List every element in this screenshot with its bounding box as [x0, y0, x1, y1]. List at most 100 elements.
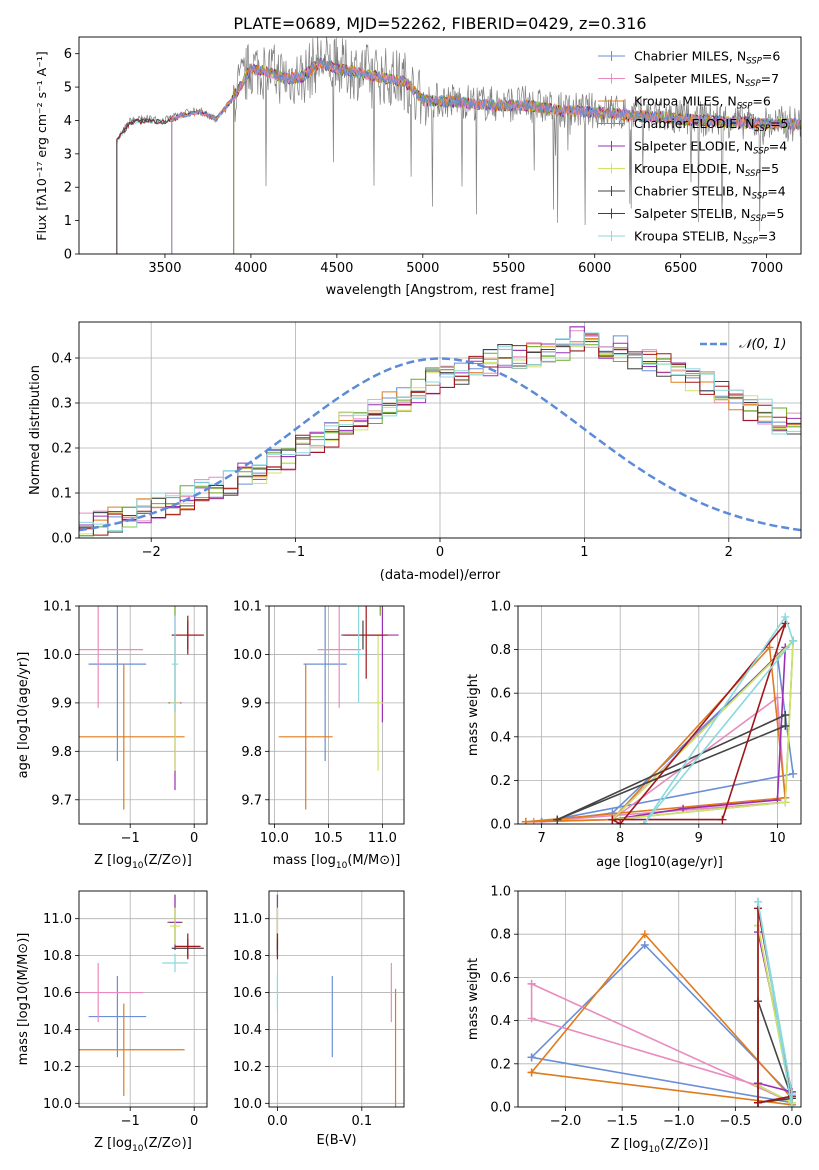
x-tick-label: 0: [190, 1114, 198, 1129]
y-tick-label: 2: [64, 181, 72, 196]
y-tick-label: 10.2: [43, 1060, 72, 1075]
weight-marker: [616, 820, 625, 824]
x-axis-label: E(B-V): [316, 1133, 356, 1148]
weight-marker: [608, 815, 617, 824]
x-axis-label: age [log10(age/yr)]: [596, 855, 723, 870]
x-tick-label: 0.1: [351, 1114, 372, 1129]
weight-marker: [781, 721, 790, 730]
y-tick-label: 0: [64, 248, 72, 263]
histogram-step-line: [79, 332, 801, 532]
weight-marker: [527, 1068, 536, 1077]
plot-area: [518, 891, 801, 1107]
axes-frame: [78, 36, 802, 255]
y-tick-label: 10.1: [43, 600, 72, 615]
y-tick-label: 0.0: [51, 532, 72, 547]
legend-entry: Salpeter MILES, NSSP=7: [634, 71, 779, 89]
x-tick-label: −1: [121, 831, 140, 846]
weight-line: [611, 638, 794, 821]
y-axis-label: mass [log10(M/M⊙)]: [16, 933, 31, 1066]
legend-entry: 𝒩(0, 1): [739, 337, 786, 352]
panel-mass-age: 10.0 10.5 11.0 9.7 9.8 9.9 10.0 10.1 mass [log10…: [233, 600, 405, 871]
y-tick-label: 0.0: [490, 818, 511, 833]
model-fit-line: [233, 57, 801, 254]
x-tick-label: 11.0: [368, 831, 397, 846]
weight-marker: [781, 711, 790, 719]
x-axis-label: mass [log10(M/M⊙)]: [273, 853, 401, 871]
y-tick-label: 6: [64, 47, 72, 62]
weight-marker: [787, 1103, 796, 1107]
weight-marker: [787, 1090, 796, 1099]
y-tick-label: 10.2: [233, 1060, 262, 1075]
y-tick-label: 0.4: [490, 730, 511, 745]
weight-marker: [718, 815, 727, 824]
x-tick-label: −2.0: [550, 1114, 582, 1129]
gaussian-curve: [79, 357, 801, 532]
y-axis-label: mass weight: [466, 958, 481, 1040]
y-tick-label: 0.2: [490, 1057, 511, 1072]
x-tick-label: 10.0: [260, 831, 289, 846]
x-tick-label: −1.5: [606, 1114, 638, 1129]
x-tick-label: 0: [436, 545, 444, 560]
panel-residuals: −2 −1 0 1 2 0.0 0.1 0.2 0.3 0.4 𝒩(0, 1) (data-model…: [28, 321, 802, 583]
y-tick-label: 9.8: [241, 745, 262, 760]
x-tick-label: −1: [286, 545, 305, 560]
legend-entry: Kroupa MILES, NSSP=6: [634, 94, 771, 112]
x-tick-label: 0.0: [782, 1114, 803, 1129]
panel-z-age: −1 0 9.7 9.8 9.9 10.0 10.1 Z [log10(Z/Z⊙)] age […: [16, 600, 208, 871]
y-tick-label: 10.0: [43, 1097, 72, 1112]
x-tick-label: −1: [121, 1114, 140, 1129]
x-tick-label: 0.0: [267, 1114, 288, 1129]
y-tick-label: 10.4: [43, 1023, 72, 1038]
x-tick-label: 3500: [148, 261, 181, 276]
panel-spectrum: 3500 4000 4500 5000 5500 6000 6500 7000 0 1 2 3 4 5 6 C…: [34, 36, 802, 298]
y-tick-label: 10.4: [233, 1023, 262, 1038]
plot-area: [269, 891, 404, 1107]
x-axis-label: (data-model)/error: [380, 568, 501, 583]
y-tick-label: 0.6: [490, 971, 511, 986]
x-tick-label: 4000: [234, 261, 267, 276]
axes-frame: [78, 321, 802, 539]
y-tick-label: 9.9: [51, 696, 72, 711]
y-tick-label: 0.8: [490, 643, 511, 658]
y-tick-label: 9.8: [51, 745, 72, 760]
legend-entry: Kroupa ELODIE, NSSP=5: [634, 161, 779, 179]
weight-marker: [789, 769, 798, 778]
y-tick-label: 10.0: [43, 648, 72, 663]
y-tick-label: 9.7: [241, 793, 262, 808]
y-tick-label: 5: [64, 81, 72, 96]
data-spectrum-line: [116, 37, 801, 232]
weight-line: [556, 713, 787, 821]
spectrum-legend: Chabrier MILES, NSSP=6 Salpeter MILES, NS…: [598, 49, 789, 247]
model-fit-line: [171, 58, 801, 254]
x-tick-label: 6500: [664, 261, 697, 276]
weight-marker: [640, 930, 649, 939]
x-tick-label: 4500: [320, 261, 353, 276]
histogram-step-line: [79, 339, 801, 536]
y-tick-label: 0.4: [490, 1014, 511, 1029]
weight-marker: [789, 636, 798, 645]
y-tick-label: 0.0: [490, 1101, 511, 1116]
weight-marker: [527, 979, 536, 988]
x-tick-label: −0.5: [720, 1114, 752, 1129]
weight-marker: [553, 815, 562, 824]
y-tick-label: 1.0: [490, 885, 511, 900]
x-tick-label: 5500: [492, 261, 525, 276]
weight-line: [757, 901, 793, 1107]
plot-area: [79, 891, 207, 1107]
x-tick-label: 10: [769, 831, 786, 846]
y-tick-label: 10.0: [233, 1097, 262, 1112]
legend-entry: Salpeter ELODIE, NSSP=4: [634, 139, 787, 157]
y-tick-label: 11.0: [233, 912, 262, 927]
y-tick-label: 9.7: [51, 793, 72, 808]
y-axis-label: age [log10(age/yr)]: [16, 652, 31, 779]
plot-area: [116, 37, 801, 254]
weight-marker: [753, 897, 762, 906]
x-tick-label: 5000: [406, 261, 439, 276]
x-axis-label: wavelength [Angstrom, rest frame]: [326, 283, 555, 298]
x-tick-label: 0: [190, 831, 198, 846]
y-tick-label: 0.8: [490, 928, 511, 943]
y-tick-label: 4: [64, 114, 72, 129]
y-tick-label: 0.4: [51, 352, 72, 367]
legend-entry: Kroupa STELIB, NSSP=3: [634, 229, 776, 247]
